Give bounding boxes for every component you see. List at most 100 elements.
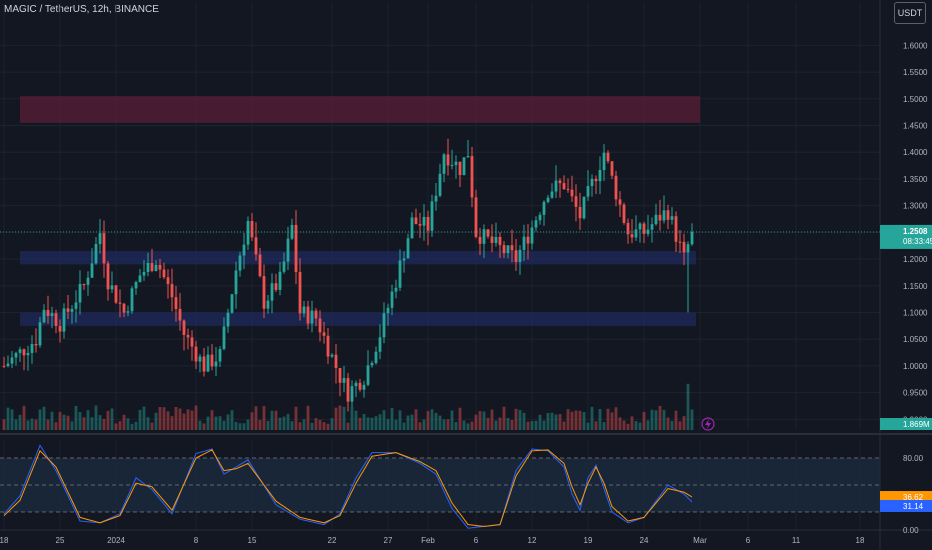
price-tick-label: 1.1000 xyxy=(903,308,928,317)
time-tick-label: 2024 xyxy=(107,536,125,545)
volume-bar xyxy=(638,422,642,430)
candle-body xyxy=(6,363,10,367)
volume-bar xyxy=(26,420,30,430)
candle-body xyxy=(106,263,110,290)
candle-body xyxy=(386,307,390,314)
time-tick-label: 15 xyxy=(248,536,257,545)
candle-body xyxy=(390,291,394,308)
volume-bar xyxy=(250,412,254,430)
candle-body xyxy=(478,236,482,244)
volume-bar xyxy=(126,418,130,430)
symbol-title: MAGIC / TetherUS, 12h, BINANCE xyxy=(4,4,159,15)
candle-body xyxy=(118,302,122,304)
candle-body xyxy=(314,310,318,319)
candle-body xyxy=(350,386,354,402)
volume-bar xyxy=(274,410,278,430)
candle-body xyxy=(662,210,666,221)
candle-body xyxy=(650,224,654,230)
volume-bar xyxy=(382,410,386,430)
price-tick-label: 1.0000 xyxy=(903,362,928,371)
time-tick-label: 24 xyxy=(640,536,649,545)
volume-bar xyxy=(402,422,406,430)
volume-bar xyxy=(198,420,202,430)
volume-bar xyxy=(134,421,138,430)
volume-bar xyxy=(498,417,502,430)
volume-bar xyxy=(258,419,262,430)
candle-body xyxy=(482,229,486,244)
candle-body xyxy=(278,271,282,290)
candle-body xyxy=(122,303,126,313)
candle-body xyxy=(370,363,374,366)
candle-body xyxy=(134,282,138,289)
candle-body xyxy=(582,196,586,219)
stoch-k-label: 36.62 xyxy=(903,493,924,502)
volume-bar xyxy=(42,406,46,430)
candle-body xyxy=(558,180,562,184)
volume-bar xyxy=(494,420,498,430)
volume-bar xyxy=(490,409,494,430)
candle-body xyxy=(666,210,670,220)
candle-body xyxy=(546,197,550,202)
candle-body xyxy=(366,365,370,385)
volume-bar xyxy=(438,415,442,430)
volume-bar xyxy=(166,411,170,430)
candle-body xyxy=(602,152,606,171)
stoch-d-line xyxy=(3,449,693,527)
candle-body xyxy=(466,156,470,158)
candle-body xyxy=(302,306,306,314)
volume-bar xyxy=(110,408,114,430)
candle-body xyxy=(290,224,294,239)
volume-bar xyxy=(46,419,50,430)
price-tick-label: 1.5000 xyxy=(903,95,928,104)
volume-bar xyxy=(286,414,290,430)
time-tick-label: 18 xyxy=(856,536,865,545)
candle-body xyxy=(150,263,154,271)
volume-bar xyxy=(218,416,222,430)
volume-bar xyxy=(118,421,122,430)
volume-bar xyxy=(474,414,478,430)
price-tick-label: 0.9500 xyxy=(903,389,928,398)
volume-bar xyxy=(658,405,662,430)
candle-body xyxy=(250,220,254,238)
time-tick-label: 18 xyxy=(0,536,9,545)
candle-body xyxy=(274,283,278,290)
candle-body xyxy=(334,354,338,369)
volume-bar xyxy=(154,412,158,430)
candle-body xyxy=(598,170,602,182)
candle-body xyxy=(158,264,162,270)
candle-body xyxy=(554,180,558,192)
volume-bar xyxy=(262,406,266,430)
volume-bar xyxy=(278,417,282,430)
candle-body xyxy=(42,309,46,323)
volume-label: 1.869M xyxy=(903,420,930,429)
candle-body xyxy=(18,349,22,353)
candle-body xyxy=(2,365,6,367)
candle-body xyxy=(78,284,82,303)
volume-bar xyxy=(238,423,242,430)
volume-bar xyxy=(446,419,450,430)
currency-button[interactable]: USDT xyxy=(894,2,926,24)
candle-body xyxy=(682,241,686,253)
volume-bar xyxy=(630,416,634,430)
candle-body xyxy=(46,309,50,317)
candle-body xyxy=(358,382,362,390)
volume-bar xyxy=(334,407,338,430)
volume-bar xyxy=(62,414,66,430)
candle-body xyxy=(98,233,102,245)
price-tick-label: 1.0500 xyxy=(903,335,928,344)
candle-body xyxy=(634,229,638,238)
candle-body xyxy=(418,224,422,226)
volume-bar xyxy=(650,409,654,430)
candle-body xyxy=(114,285,118,303)
candle-body xyxy=(34,344,38,346)
lightning-icon[interactable] xyxy=(701,417,715,431)
time-tick-label: Mar xyxy=(693,536,707,545)
volume-bar xyxy=(230,410,234,430)
candle-body xyxy=(518,249,522,262)
volume-bar xyxy=(674,410,678,430)
volume-bar xyxy=(78,412,82,430)
volume-bar xyxy=(146,417,150,430)
volume-bar xyxy=(138,409,142,430)
volume-bar xyxy=(234,421,238,430)
